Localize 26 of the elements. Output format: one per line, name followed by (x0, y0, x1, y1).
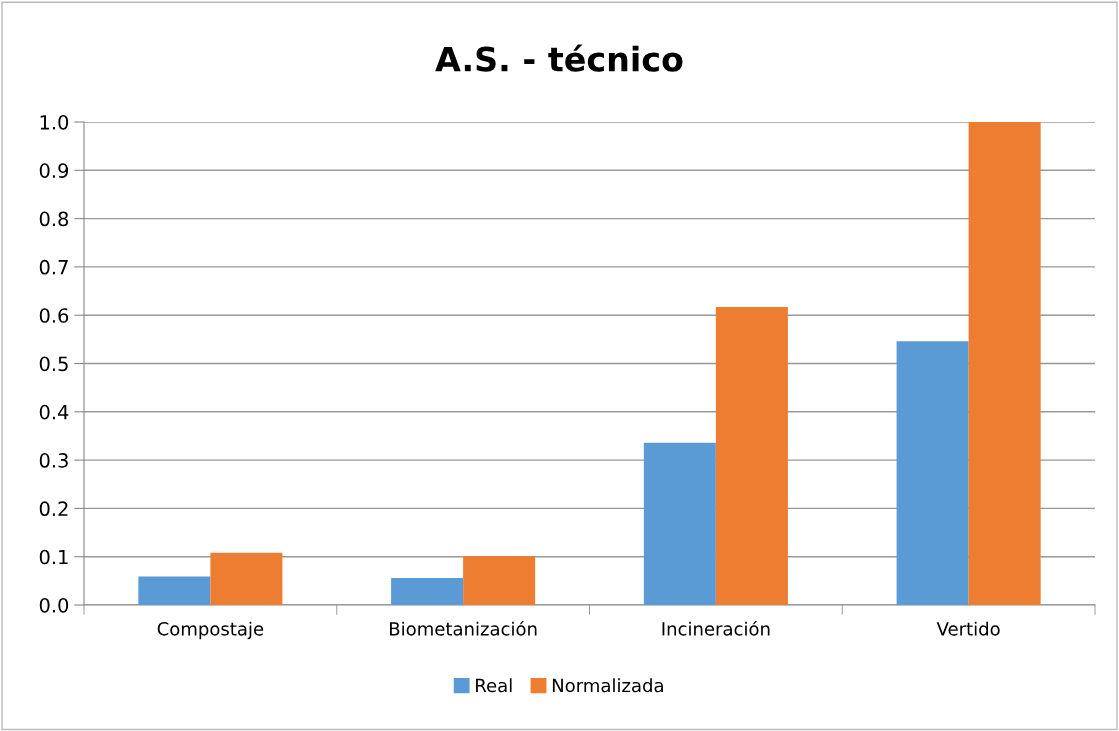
bar (896, 341, 969, 605)
y-tick-label: 0.6 (39, 308, 69, 323)
y-tick-label: 0.8 (39, 211, 69, 227)
y-tick-label: 0.0 (39, 597, 69, 613)
chart-title: A.S. - técnico (435, 44, 683, 72)
y-tick-label: 0.4 (39, 404, 69, 420)
bar (715, 306, 788, 605)
y-tick-label: 0.1 (39, 549, 68, 565)
bar (968, 122, 1041, 605)
y-tick-label: 0.5 (39, 356, 68, 372)
y-tick-label: 0.9 (39, 163, 69, 178)
x-tick-label: Vertido (936, 621, 1000, 636)
x-tick-label: Incineración (662, 620, 770, 636)
y-tick-label: 1.0 (40, 114, 69, 130)
bar (138, 576, 211, 605)
x-tick-label: Compostaje (157, 621, 264, 640)
bar (210, 552, 283, 605)
legend-label: Normalizada (552, 678, 663, 693)
legend-label: Real (476, 678, 512, 693)
bar (463, 556, 536, 605)
y-tick-label: 0.3 (39, 453, 68, 468)
bar (643, 442, 716, 605)
y-tick-label: 0.7 (39, 259, 68, 275)
x-tick-label: Biometanización (390, 620, 537, 636)
y-tick-label: 0.2 (39, 501, 68, 517)
bar (391, 577, 464, 605)
